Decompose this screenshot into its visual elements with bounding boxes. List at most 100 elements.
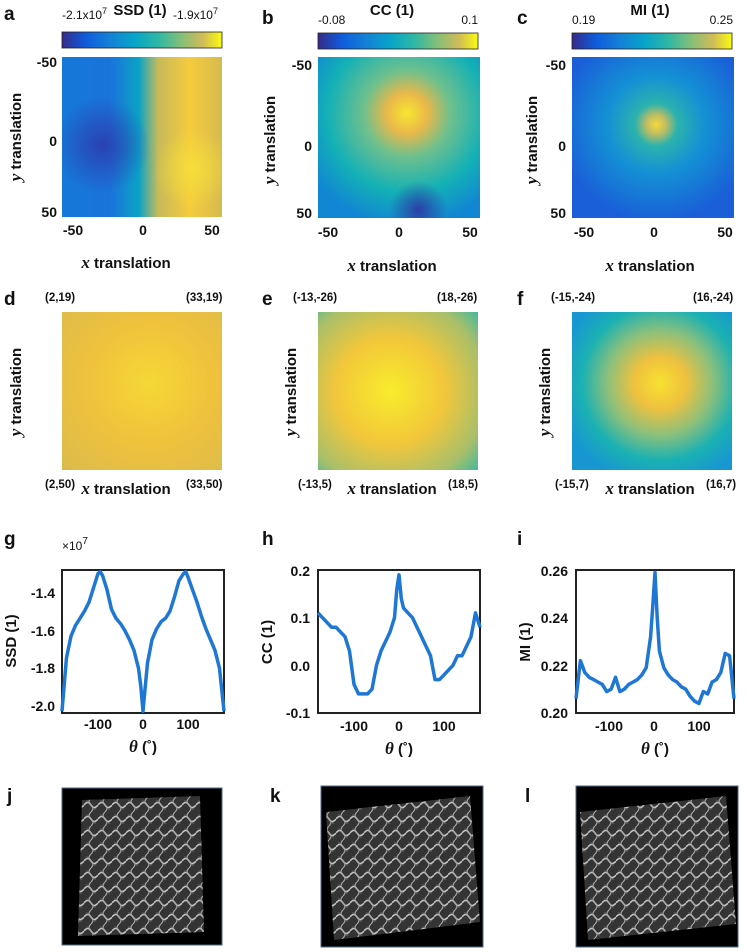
panel-f: f (-15,-24) (16,-24) (-15,7) (16,7) y tr… — [517, 289, 736, 498]
y-tick: -1.6 — [31, 623, 55, 639]
series-line — [574, 570, 736, 706]
y-tick: -50 — [292, 57, 312, 73]
y-axis-label: y translation — [6, 93, 25, 183]
y-axis-label: SSD (1) — [3, 614, 20, 667]
y-axis-label: y translation — [281, 348, 300, 438]
x-tick: -100 — [340, 718, 368, 734]
colorbar — [317, 32, 479, 50]
x-tick: 0 — [650, 718, 658, 734]
y-tick: -50 — [37, 54, 57, 70]
corner-top-left: (-13,-26) — [293, 292, 337, 304]
exponent-label: ×107 — [62, 536, 88, 553]
panel-l: l — [525, 785, 739, 948]
corner-bottom-right: (33,50) — [186, 479, 223, 491]
colorbar — [571, 32, 733, 50]
panel-g: g ×107 -1.4 -1.6 -1.8 -2.0 -100 0 100 SS… — [3, 529, 226, 756]
x-axis-label: θ (˚) — [129, 737, 157, 756]
panel-label: c — [517, 8, 528, 29]
heatmap-cc — [318, 57, 480, 218]
panel-a: a SSD (1) -2.1x107 -1.9x107 -50 0 50 -50… — [4, 2, 223, 272]
panel-label: f — [517, 289, 524, 310]
panel-h: h 0.2 0.1 0.0 -0.1 -100 0 100 CC (1) θ (… — [259, 529, 482, 758]
heatmap-cc-zoom — [318, 312, 478, 470]
x-tick: -50 — [63, 222, 83, 238]
x-tick: 50 — [462, 224, 478, 240]
corner-bottom-left: (-13,5) — [298, 479, 332, 491]
corner-top-left: (2,19) — [45, 292, 75, 304]
x-axis-label: x translation — [604, 479, 694, 498]
corner-top-right: (16,-24) — [693, 292, 733, 304]
panel-e: e (-13,-26) (18,-26) (-13,5) (18,5) y tr… — [262, 289, 478, 498]
line-plot-cc — [316, 573, 482, 696]
y-tick: 0 — [304, 138, 312, 154]
x-axis-label: θ (˚) — [641, 739, 669, 758]
x-axis-label: x translation — [346, 479, 436, 498]
series-line — [60, 570, 226, 713]
corner-bottom-right: (18,5) — [448, 479, 478, 491]
panel-label: a — [4, 4, 15, 25]
bone-structure-image — [580, 796, 736, 940]
panel-j: j — [6, 786, 223, 946]
plot-frame — [575, 569, 735, 714]
line-plot-mi — [574, 570, 736, 706]
colorbar-title: MI (1) — [630, 2, 669, 19]
heatmap-mi-zoom — [572, 312, 732, 470]
x-axis-label: θ (˚) — [385, 739, 413, 758]
heatmap-ssd — [62, 57, 222, 217]
y-tick: 0.2 — [291, 563, 311, 579]
y-tick: 0.24 — [541, 610, 568, 626]
bone-structure-image — [326, 796, 480, 940]
x-tick: -100 — [84, 716, 112, 732]
y-tick: 0.22 — [541, 658, 568, 674]
panel-label: d — [4, 289, 16, 310]
panel-b: b CC (1) -0.08 0.1 -50 0 50 -50 0 50 y t… — [260, 2, 480, 275]
corner-bottom-left: (-15,7) — [555, 479, 589, 491]
y-tick: -0.1 — [286, 705, 310, 721]
panel-k: k — [270, 785, 484, 948]
x-tick: 0 — [395, 224, 403, 240]
x-axis-label: x translation — [604, 256, 694, 275]
y-axis-label: CC (1) — [259, 620, 276, 664]
y-axis-label: y translation — [522, 96, 541, 186]
y-tick: 0.26 — [541, 563, 568, 579]
colorbar — [61, 31, 223, 49]
heatmap-ssd-zoom — [62, 312, 222, 470]
corner-bottom-right: (16,7) — [706, 479, 736, 491]
plot-frame — [61, 569, 225, 714]
heatmap-mi — [572, 57, 734, 218]
x-axis-label: x translation — [80, 253, 170, 272]
x-tick: 0 — [139, 222, 147, 238]
y-tick: -2.0 — [31, 698, 55, 714]
colorbar-max: -1.9x107 — [173, 6, 218, 22]
corner-top-right: (18,-26) — [437, 292, 477, 304]
colorbar-max: 0.1 — [461, 13, 478, 27]
x-tick: 0 — [395, 718, 403, 734]
x-tick: 0 — [650, 224, 658, 240]
y-tick: -1.8 — [31, 660, 55, 676]
y-tick: 50 — [550, 205, 566, 221]
line-plot-ssd — [60, 570, 226, 713]
y-tick: 50 — [41, 204, 57, 220]
y-axis-label: y translation — [535, 348, 554, 438]
bone-structure-image — [78, 796, 204, 936]
x-tick: 100 — [176, 716, 200, 732]
y-tick: 0.1 — [291, 610, 311, 626]
series-line — [316, 573, 482, 696]
panel-label: h — [262, 529, 274, 550]
corner-top-right: (33,19) — [186, 292, 223, 304]
y-tick: 0 — [558, 138, 566, 154]
y-tick: 0.0 — [291, 658, 311, 674]
colorbar-max: 0.25 — [710, 13, 734, 27]
panel-label: l — [525, 786, 530, 807]
y-tick: 0 — [49, 133, 57, 149]
x-tick: 100 — [687, 718, 711, 734]
y-axis-label: y translation — [260, 96, 279, 186]
x-tick: 100 — [432, 718, 456, 734]
colorbar-min: 0.19 — [572, 13, 596, 27]
colorbar-min: -0.08 — [318, 13, 346, 27]
panel-d: d (2,19) (33,19) (2,50) (33,50) y transl… — [4, 289, 223, 498]
y-axis-label: y translation — [6, 348, 25, 438]
panel-label: j — [6, 786, 12, 807]
panel-label: g — [4, 529, 16, 550]
x-tick: 50 — [204, 222, 220, 238]
